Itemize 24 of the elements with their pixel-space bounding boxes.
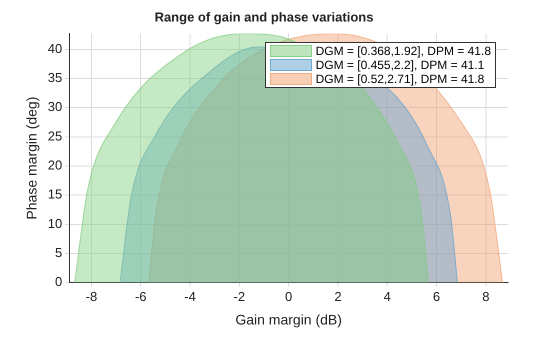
x-tick-label: -6 — [134, 288, 147, 304]
chart-title: Range of gain and phase variations — [154, 9, 374, 24]
x-tick-label: 6 — [432, 288, 440, 304]
y-tick-label: 5 — [55, 245, 62, 260]
legend-label: DGM = [0.52,2.71], DPM = 41.8 — [316, 72, 484, 86]
x-tick-label: -8 — [86, 288, 98, 304]
x-tick-label: -2 — [234, 288, 246, 304]
y-tick-label: 35 — [48, 70, 62, 86]
y-axis-title: Phase margin (deg) — [23, 96, 40, 220]
x-axis-title: Gain margin (dB) — [235, 311, 342, 328]
y-tick-label: 0 — [55, 274, 62, 290]
y-tick-label: 40 — [48, 40, 62, 56]
x-tick-label: -4 — [184, 288, 196, 304]
y-tick-label: 20 — [48, 158, 62, 173]
legend-label: DGM = [0.455,2.2], DPM = 41.1 — [316, 58, 484, 72]
y-tick-label: 25 — [48, 128, 62, 144]
y-tick-label: 10 — [48, 216, 62, 231]
x-tick-label: 2 — [334, 288, 342, 304]
legend-label: DGM = [0.368,1.92], DPM = 41.8 — [316, 44, 491, 58]
y-tick-label: 15 — [48, 186, 62, 202]
y-tick-label: 30 — [48, 99, 62, 114]
x-tick-label: 4 — [384, 288, 391, 304]
x-tick-label: 8 — [482, 288, 490, 304]
x-tick-label: 0 — [285, 288, 292, 304]
